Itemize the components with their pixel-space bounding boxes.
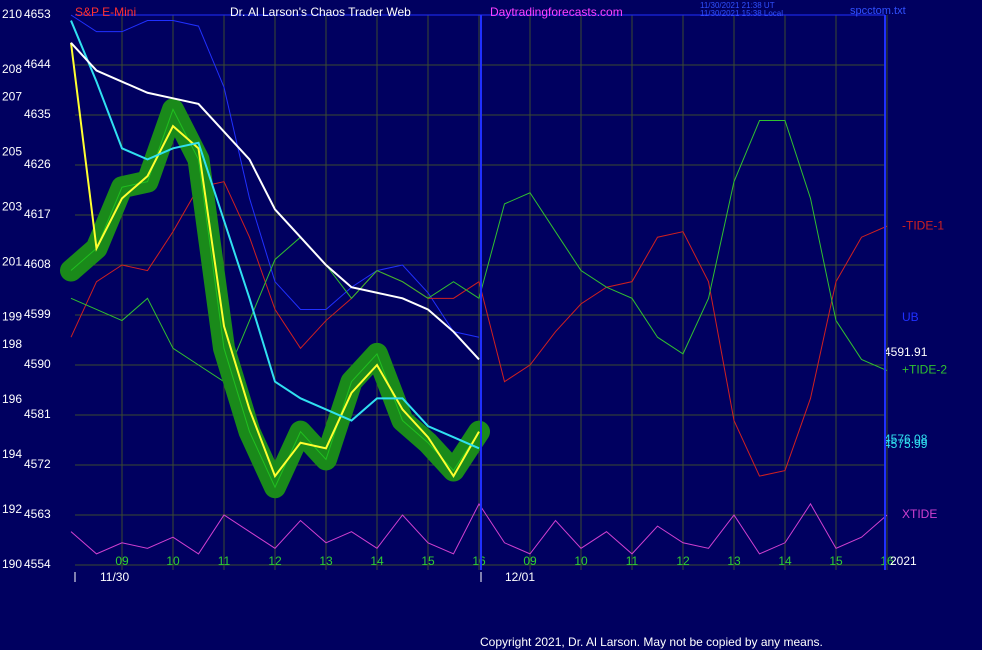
series-line — [70, 502, 888, 555]
site-title: Dr. Al Larson's Chaos Trader Web — [230, 5, 411, 19]
y-tick-label: 4572 — [24, 457, 51, 471]
series-line — [70, 42, 480, 479]
y2-tick-label: 203 — [2, 200, 22, 214]
y-tick-label: 4581 — [24, 407, 51, 421]
y-tick-label: 4644 — [24, 57, 51, 71]
y-tick-label: 4554 — [24, 557, 51, 571]
series-line — [70, 14, 480, 338]
x-tick-label: 16 — [880, 554, 894, 568]
y-tick-label: 4626 — [24, 157, 51, 171]
price-annotation: 4575.99 — [884, 437, 928, 451]
y2-tick-label: 192 — [2, 502, 22, 516]
series-line — [70, 20, 480, 450]
x-tick-label: 15 — [421, 554, 435, 568]
x-tick-label: 10 — [166, 554, 180, 568]
x-tick-label: 14 — [778, 554, 792, 568]
y-tick-label: 4599 — [24, 307, 51, 321]
x-tick-label: 15 — [829, 554, 843, 568]
series-line — [70, 120, 888, 383]
x-tick-label: 16 — [472, 554, 486, 568]
y2-tick-label: 194 — [2, 447, 22, 461]
date-label: 11/30 — [100, 570, 129, 584]
series-line — [70, 42, 480, 361]
timestamp-ut: 11/30/2021 21:38 UT — [700, 1, 775, 10]
series-label: +TIDE-2 — [902, 363, 947, 377]
y-tick-label: 4608 — [24, 257, 51, 271]
y-tick-label: 4617 — [24, 207, 51, 221]
price-annotation: 4576.08 — [884, 432, 928, 446]
copyright: Copyright 2021, Dr. Al Larson. May not b… — [480, 635, 823, 649]
x-tick-label: 09 — [115, 554, 129, 568]
file-name: spcctom.txt — [850, 5, 906, 17]
timestamp-local: 11/30/2021 15:38 Local — [700, 9, 783, 18]
x-tick-label: 14 — [370, 554, 384, 568]
x-tick-label: 11 — [626, 554, 639, 568]
x-tick-label: 10 — [574, 554, 588, 568]
grid: 4554 4563 4572 4581 4590 4599 4608 4617 4626 4635… — [2, 7, 894, 571]
y-tick-label: 4590 — [24, 357, 51, 371]
instrument: S&P E-Mini — [75, 5, 136, 19]
y-tick-label: 4635 — [24, 107, 51, 121]
x-tick-label: 12 — [676, 554, 690, 568]
series-label: UB — [902, 310, 919, 324]
y-tick-label: 4563 — [24, 507, 51, 521]
x-tick-label: 09 — [523, 554, 537, 568]
y2-tick-label: 196 — [2, 392, 22, 406]
y-tick-label: 4653 — [24, 7, 51, 21]
plot: UB -TIDE-1 +TIDE-2 XTIDE 4591.91 4576.084575.… — [60, 14, 947, 555]
y2-tick-label: 205 — [2, 145, 22, 159]
y2-tick-label: 210 — [2, 7, 22, 21]
x-tick-label: 11 — [218, 554, 231, 568]
y2-tick-label: 199 — [2, 310, 22, 324]
series-label: XTIDE — [902, 507, 937, 521]
x-tick-label: 12 — [268, 554, 282, 568]
x-tick-label: 13 — [727, 554, 741, 568]
price-annotation: 4591.91 — [884, 345, 928, 359]
y2-tick-label: 208 — [2, 62, 22, 76]
y2-tick-label: 201 — [2, 255, 22, 269]
y2-tick-label: 198 — [2, 337, 22, 351]
series-label: -TIDE-1 — [902, 218, 944, 232]
x-tick-label: 13 — [319, 554, 333, 568]
date-label: 12/01 — [505, 570, 535, 584]
year-label: 2021 — [890, 554, 917, 568]
site-url: Daytradingforecasts.com — [490, 5, 623, 19]
y2-tick-label: 190 — [2, 557, 22, 571]
y2-tick-label: 207 — [2, 90, 22, 104]
